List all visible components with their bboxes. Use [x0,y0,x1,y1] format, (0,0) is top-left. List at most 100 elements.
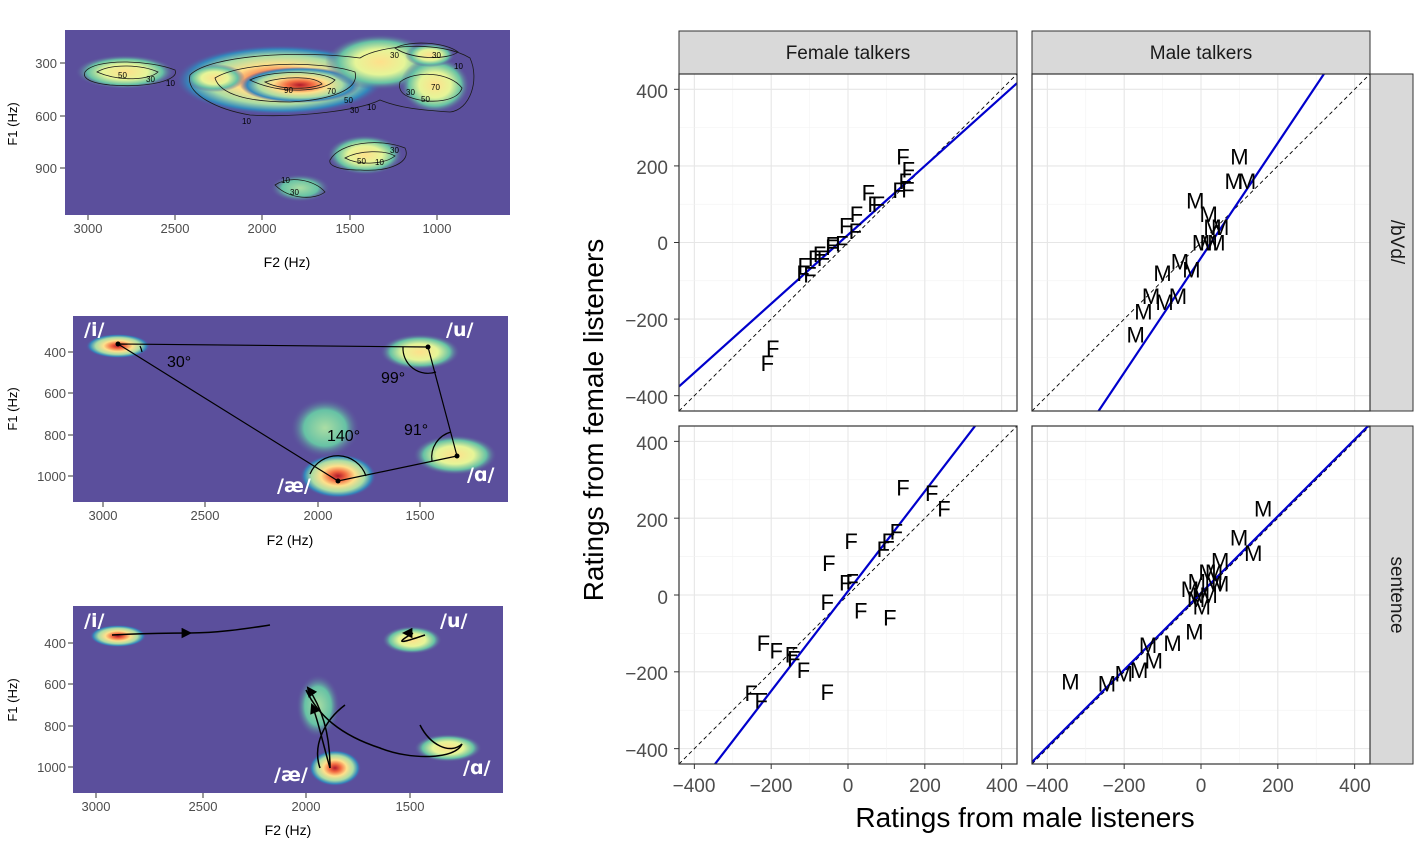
contour-label: 10 [375,158,384,167]
y-tick-label: 600 [44,677,66,692]
data-point-label: F [854,598,867,623]
trajectory-i [111,627,193,639]
vowel-point [115,341,121,347]
x-tick-label: 400 [986,776,1018,797]
data-point-label: M [1230,144,1248,169]
data-point-label: F [813,242,826,267]
angle-label: 140° [327,428,360,445]
x-tick-label: −400 [673,776,716,797]
y-tick-label: −200 [625,311,668,332]
contour-label: 50 [118,71,127,80]
y-tick-label: 400 [636,82,668,103]
heatmap-2-x-axis: 3000 2500 2000 1500 F2 (Hz) [89,502,435,548]
contour-label: 50 [357,157,366,166]
y-tick-label: 0 [657,234,668,255]
heatmap-2-y-axis: 400 600 800 1000 F1 (Hz) [5,345,73,484]
y-tick-label: 400 [44,636,66,651]
data-point-label: F [839,214,852,239]
data-point-label: M [1238,169,1256,194]
data-point-label: M [1211,548,1229,573]
x-tick-label: 3000 [74,221,103,236]
data-point-label: F [862,181,875,206]
contour-label: 30 [432,51,441,60]
data-point-label: M [1142,284,1160,309]
data-point-label: M [1061,669,1079,694]
data-point-label: F [797,253,810,278]
data-point-label: F [769,639,782,664]
data-point-label: M [1211,215,1229,240]
data-point-label: F [877,537,890,562]
trajectories [111,624,463,769]
data-point-label: F [785,643,798,668]
y-tick-label: −400 [625,741,668,762]
trajectory-ae-3 [316,704,346,769]
data-point-label: M [1134,299,1152,324]
trajectory-a [305,689,463,758]
x-tick-label: −200 [1103,776,1146,797]
data-point-label: M [1211,571,1229,596]
data-point-label: M [1185,619,1203,644]
x-tick-label: 2500 [191,508,220,523]
column-strip-label: Female talkers [786,43,911,64]
y-tick-label: 400 [44,345,66,360]
data-point-label: F [882,529,895,554]
identity-line [1032,74,1370,411]
vowel-point [425,344,431,350]
contour-label: 50 [421,95,430,104]
x-tick-label: 3000 [89,508,118,523]
y-tick-label: 900 [35,161,57,176]
data-point-label: M [1200,583,1218,608]
vowel-points [115,341,460,484]
data-point-label: F [849,219,862,244]
data-point-label: F [845,570,858,595]
row-strip-label: sentence [1386,556,1407,633]
vowel-label-ae: /æ/ [277,475,311,497]
data-point-label: F [803,263,816,288]
scatter-x-axis-right: −400 −200 0 200 400 [1026,776,1371,797]
data-point-label: M [1171,250,1189,275]
x-tick-label: 1500 [336,221,365,236]
vowel-point [335,478,341,484]
regression-line [713,426,977,764]
heatmap-1-x-axis: 3000 2500 2000 1500 1000 F2 (Hz) [74,215,451,270]
data-point-label: F [754,689,767,714]
data-point-label: M [1130,658,1148,683]
data-point-label: M [1186,188,1204,213]
data-point-label: F [844,529,857,554]
data-point-label: F [821,590,834,615]
data-point-label: M [1153,261,1171,286]
x-axis-title: F2 (Hz) [264,254,311,270]
y-tick-label: 800 [44,719,66,734]
data-point-label: F [744,681,757,706]
data-point-label: M [1254,497,1272,522]
identity-line [679,426,1017,764]
x-tick-label: 1500 [406,508,435,523]
data-point-label: M [1192,583,1210,608]
data-point-label: M [1207,231,1225,256]
data-point-label: M [1127,322,1145,347]
heatmap-1-y-axis: 300 600 900 F1 (Hz) [5,56,65,176]
data-point-label: F [761,351,774,376]
angle-label: 30° [167,354,191,371]
x-axis-title: F2 (Hz) [267,532,314,548]
data-point-label: M [1244,541,1262,566]
data-point-label: F [825,235,838,260]
vowel-label-u: /u/ [446,319,473,341]
scatter-y-axis-top: 400 200 0 −200 −400 [625,82,668,409]
contour-label: 70 [431,83,440,92]
heatmap-3-y-axis: 400 600 800 1000 F1 (Hz) [5,636,73,775]
column-strip-female [678,30,1018,75]
data-point-label: F [902,158,915,183]
regression-line [1097,74,1326,411]
row-strip-label: /bVd/ [1386,220,1407,265]
data-point-label: F [892,178,905,203]
x-tick-label: 200 [1262,776,1294,797]
trajectory-u [401,627,426,643]
data-point-label: M [1169,284,1187,309]
y-tick-label: 600 [44,386,66,401]
data-point-label: M [1205,571,1223,596]
heatmap-1-contour-labels: 50 30 10 90 70 50 30 10 10 30 30 10 70 5… [118,51,463,197]
y-tick-label: 1000 [37,469,66,484]
